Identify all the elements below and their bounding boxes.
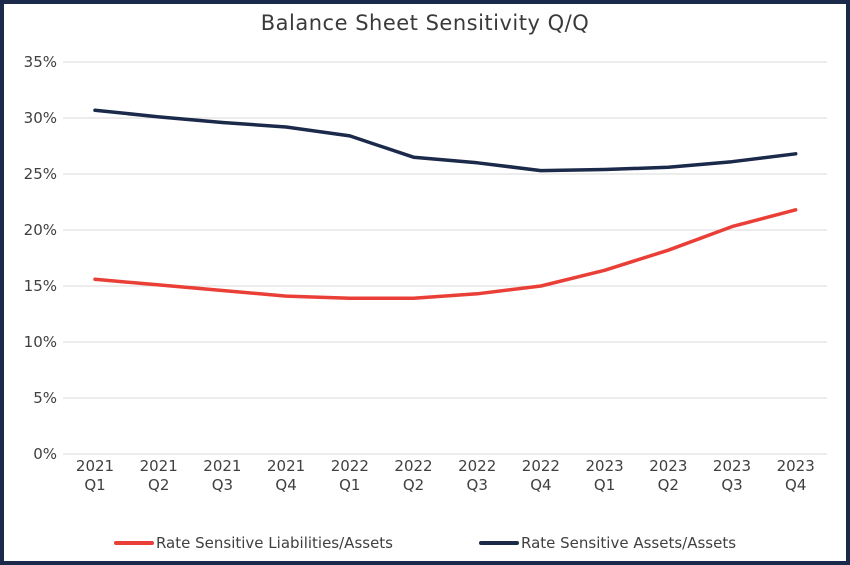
series-line-rate-sensitive-assets-assets: [93, 108, 798, 173]
x-axis-label-2022-Q1: 2022 Q1: [331, 457, 369, 494]
legend-line-swatch-assets: [479, 541, 519, 545]
x-axis-label-2022-Q2: 2022 Q2: [394, 457, 432, 494]
chart-title: Balance Sheet Sensitivity Q/Q: [260, 11, 590, 35]
chart-legend: Rate Sensitive Liabilities/Assets Rate S…: [0, 534, 850, 552]
x-axis-label-2021-Q1: 2021 Q1: [76, 457, 114, 494]
y-axis-label-0%: 0%: [33, 445, 57, 463]
y-axis-label-25%: 25%: [24, 165, 57, 183]
legend-label-assets: Rate Sensitive Assets/Assets: [521, 534, 737, 552]
legend-label-liabilities: Rate Sensitive Liabilities/Assets: [155, 534, 393, 552]
y-axis-label-20%: 20%: [24, 221, 57, 239]
y-axis-label-15%: 15%: [24, 277, 57, 295]
y-axis-label-30%: 30%: [24, 109, 57, 127]
legend-item-rate-sensitive-liabilities: Rate Sensitive Liabilities/Assets: [113, 534, 393, 552]
x-axis-label-2023-Q3: 2023 Q3: [713, 457, 751, 494]
x-axis-label-2022-Q3: 2022 Q3: [458, 457, 496, 494]
legend-item-rate-sensitive-assets: Rate Sensitive Assets/Assets: [479, 534, 736, 552]
y-axis-label-5%: 5%: [33, 389, 57, 407]
line-chart-plot: 0% 5% 10% 15% 20% 25% 30% 35% 2021 Q1 2021 Q2 2021 Q3…: [24, 53, 827, 494]
legend-line-swatch-liabilities: [113, 541, 154, 545]
x-axis-label-2021-Q2: 2021 Q2: [140, 457, 178, 494]
x-axis-label-2023-Q1: 2023 Q1: [586, 457, 624, 494]
x-axis-label-2023-Q2: 2023 Q2: [649, 457, 687, 494]
x-axis-label-2021-Q3: 2021 Q3: [203, 457, 241, 494]
y-axis-label-10%: 10%: [24, 333, 57, 351]
x-axis-label-2023-Q4: 2023 Q4: [777, 457, 815, 494]
series-line-rate-sensitive-liabilities-assets: [93, 208, 798, 301]
x-axis-label-2022-Q4: 2022 Q4: [522, 457, 560, 494]
x-axis-label-2021-Q4: 2021 Q4: [267, 457, 305, 494]
y-axis-label-35%: 35%: [24, 53, 57, 71]
